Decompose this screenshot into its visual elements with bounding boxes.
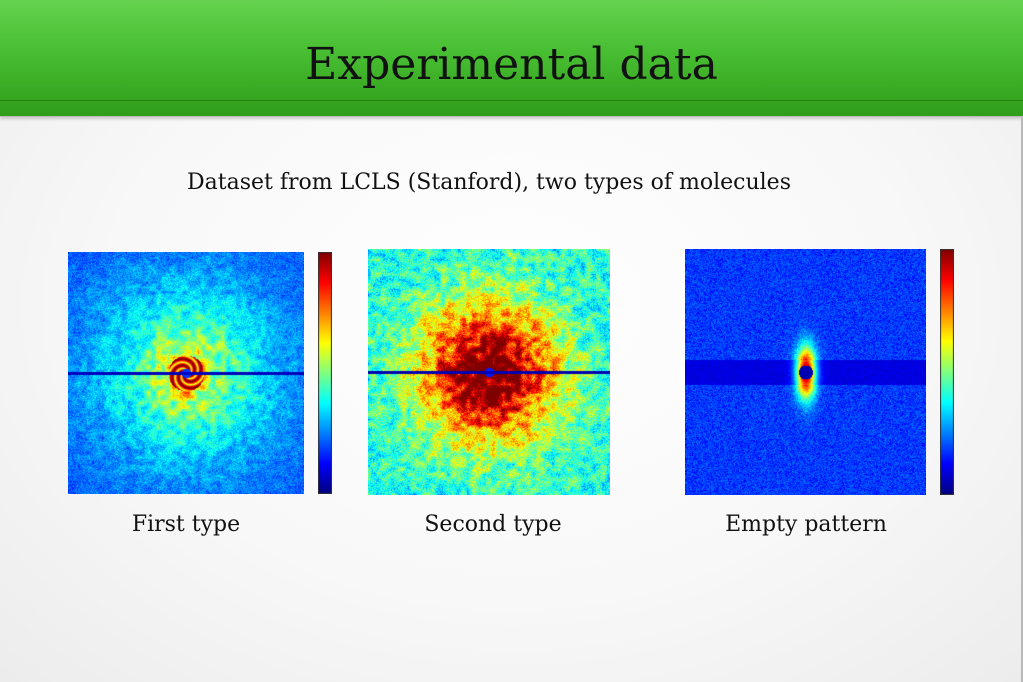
empty-pattern-caption: Empty pattern	[725, 512, 887, 537]
title-divider	[0, 100, 1023, 101]
second-type-diffraction-image	[368, 249, 610, 495]
slide-subtitle: Dataset from LCLS (Stanford), two types …	[186, 170, 791, 195]
first-type-diffraction-image	[68, 252, 304, 494]
slide-title: Experimental data	[305, 39, 718, 90]
second-type-caption: Second type	[424, 512, 562, 537]
first-type-colorbar	[318, 252, 332, 494]
empty-pattern-image	[685, 249, 926, 495]
title-bar: Experimental data	[0, 0, 1023, 117]
first-type-caption: First type	[131, 512, 241, 537]
empty-pattern-colorbar	[940, 249, 954, 495]
slide-edge	[1021, 116, 1023, 682]
